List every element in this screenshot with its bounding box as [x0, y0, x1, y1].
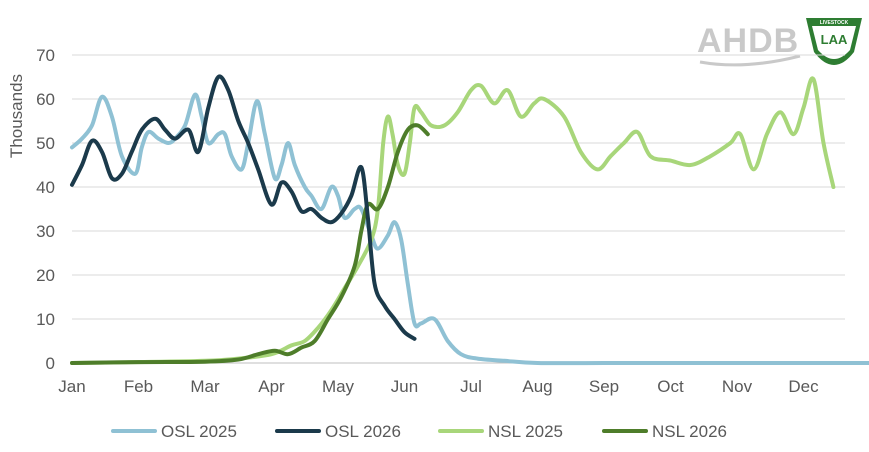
y-axis-title: Thousands — [7, 74, 26, 158]
ahdb-logo-text: AHDB — [697, 22, 799, 60]
series-line-nsl-2026 — [70, 123, 430, 365]
y-tick-label: 50 — [36, 134, 55, 153]
legend-label-osl-2025: OSL 2025 — [161, 422, 237, 441]
y-tick-label: 60 — [36, 90, 55, 109]
legend-label-osl-2026: OSL 2026 — [325, 422, 401, 441]
y-tick-label: 20 — [36, 266, 55, 285]
x-tick-label: Jul — [460, 377, 482, 396]
x-tick-label: Apr — [258, 377, 285, 396]
legend: OSL 2025 OSL 2026 NSL 2025 NSL 2026 — [111, 422, 727, 441]
y-tick-label: 70 — [36, 46, 55, 65]
y-axis-ticks: 0 10 20 30 40 50 60 70 — [36, 46, 55, 373]
series-line-osl-2025 — [70, 92, 869, 366]
x-tick-label: Aug — [522, 377, 552, 396]
x-tick-label: Feb — [124, 377, 153, 396]
y-tick-label: 40 — [36, 178, 55, 197]
laa-logo: LIVESTOCK LAA — [806, 18, 862, 65]
legend-label-nsl-2026: NSL 2026 — [652, 422, 727, 441]
x-tick-label: Mar — [190, 377, 220, 396]
legend-label-nsl-2025: NSL 2025 — [488, 422, 563, 441]
series-line-osl-2026 — [70, 74, 417, 341]
laa-shield-inner — [812, 26, 856, 59]
x-tick-label: May — [322, 377, 355, 396]
x-tick-label: Jun — [391, 377, 418, 396]
laa-ring-text: LIVESTOCK — [820, 20, 849, 26]
laa-text: LAA — [821, 32, 848, 47]
series-lines — [70, 74, 869, 366]
gridlines — [72, 54, 845, 364]
x-tick-label: Sep — [589, 377, 619, 396]
x-tick-label: Dec — [788, 377, 819, 396]
ahdb-logo: AHDB — [697, 22, 801, 67]
y-tick-label: 30 — [36, 222, 55, 241]
x-tick-label: Jan — [58, 377, 85, 396]
ahdb-swoosh — [699, 54, 801, 67]
y-tick-label: 0 — [46, 354, 55, 373]
y-tick-label: 10 — [36, 310, 55, 329]
x-axis-ticks: Jan Feb Mar Apr May Jun Jul Aug Sep Oct Nov Dec — [58, 377, 819, 396]
x-tick-label: Nov — [722, 377, 753, 396]
x-tick-label: Oct — [657, 377, 684, 396]
